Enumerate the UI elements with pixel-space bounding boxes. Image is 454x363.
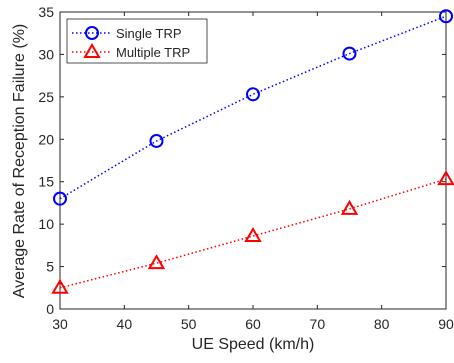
- y-tick-label-5: 5: [46, 259, 54, 275]
- x-axis-label: UE Speed (km/h): [192, 336, 315, 353]
- x-tick-label-50: 50: [181, 316, 197, 332]
- series-layer: [51, 9, 454, 294]
- data-point-multiple-trp-90: [437, 170, 454, 186]
- axis-ticks: 30 40 50 60 70 80 90 0 5 10 15 20 25 30 35: [38, 4, 454, 332]
- legend-marker-single-trp: [85, 26, 99, 40]
- data-point-multiple-trp-75: [340, 199, 359, 215]
- y-tick-label-25: 25: [38, 89, 54, 105]
- y-tick-label-10: 10: [38, 216, 54, 232]
- series-multiple-trp: [51, 170, 454, 294]
- data-point-single-trp-60: [246, 87, 260, 102]
- y-tick-label-30: 30: [38, 46, 54, 62]
- y-tick-label-0: 0: [46, 301, 54, 317]
- x-tick-label-90: 90: [438, 316, 454, 332]
- data-point-multiple-trp-45: [147, 254, 166, 270]
- data-point-single-trp-30: [53, 191, 67, 206]
- data-point-multiple-trp-60: [244, 227, 262, 243]
- data-point-single-trp-90: [439, 9, 453, 24]
- data-point-single-trp-45: [149, 133, 164, 148]
- legend-marker-multiple-trp: [83, 43, 101, 58]
- legend-label-multiple-trp: Multiple TRP: [116, 45, 190, 60]
- y-axis-label: Average Rate of Reception Failure (%): [11, 24, 28, 299]
- legend: Single TRP Multiple TRP: [66, 18, 208, 64]
- data-point-single-trp-75: [342, 46, 357, 61]
- series-single-trp: [53, 9, 453, 206]
- x-tick-label-80: 80: [374, 316, 390, 332]
- x-tick-label-70: 70: [310, 316, 326, 332]
- legend-label-single-trp: Single TRP: [116, 26, 182, 41]
- y-tick-label-20: 20: [38, 131, 54, 147]
- y-tick-label-35: 35: [38, 4, 54, 20]
- x-tick-label-60: 60: [245, 316, 261, 332]
- data-point-multiple-trp-30: [51, 278, 69, 294]
- x-tick-label-30: 30: [52, 316, 68, 332]
- y-tick-label-15: 15: [38, 174, 54, 190]
- x-tick-label-40: 40: [117, 316, 133, 332]
